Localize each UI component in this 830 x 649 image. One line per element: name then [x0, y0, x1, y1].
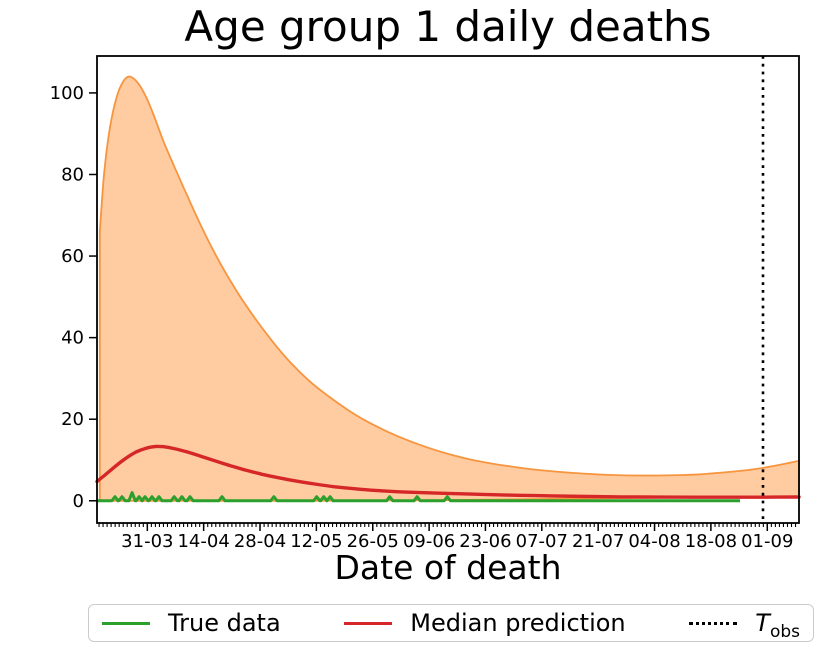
svg-text:21-07: 21-07 [572, 531, 624, 552]
svg-text:01-09: 01-09 [741, 531, 793, 552]
t-obs-dotted-swatch-icon [689, 621, 738, 625]
legend-item-t-obs: Tobs [689, 609, 800, 642]
svg-text:23-06: 23-06 [459, 531, 511, 552]
svg-text:100: 100 [50, 83, 84, 104]
median-prediction-line-swatch-icon [344, 621, 393, 625]
svg-text:40: 40 [61, 328, 84, 349]
svg-text:04-08: 04-08 [628, 531, 680, 552]
svg-text:0: 0 [73, 491, 84, 512]
svg-text:12-05: 12-05 [290, 531, 342, 552]
svg-text:60: 60 [61, 246, 84, 267]
svg-text:80: 80 [61, 164, 84, 185]
svg-text:31-03: 31-03 [121, 531, 173, 552]
legend: True data Median prediction Tobs [88, 604, 814, 642]
svg-text:18-08: 18-08 [685, 531, 737, 552]
svg-text:14-04: 14-04 [177, 531, 229, 552]
svg-text:07-07: 07-07 [516, 531, 568, 552]
legend-label-true-data: True data [168, 609, 281, 637]
true-data-line-swatch-icon [102, 621, 150, 625]
chart-title: Age group 1 daily deaths [184, 2, 712, 51]
legend-label-median-prediction: Median prediction [410, 609, 626, 637]
svg-text:09-06: 09-06 [403, 531, 455, 552]
x-axis-label: Date of death [334, 548, 562, 587]
legend-label-t-obs: Tobs [755, 609, 800, 642]
legend-item-true-data: True data [102, 609, 281, 637]
legend-item-median-prediction: Median prediction [344, 609, 626, 637]
plot-area: 31-03 14-04 28-04 12-05 26-05 09-06 23-06 07-07… [50, 55, 801, 552]
svg-text:28-04: 28-04 [234, 531, 286, 552]
svg-text:20: 20 [61, 409, 84, 430]
svg-text:26-05: 26-05 [347, 531, 399, 552]
